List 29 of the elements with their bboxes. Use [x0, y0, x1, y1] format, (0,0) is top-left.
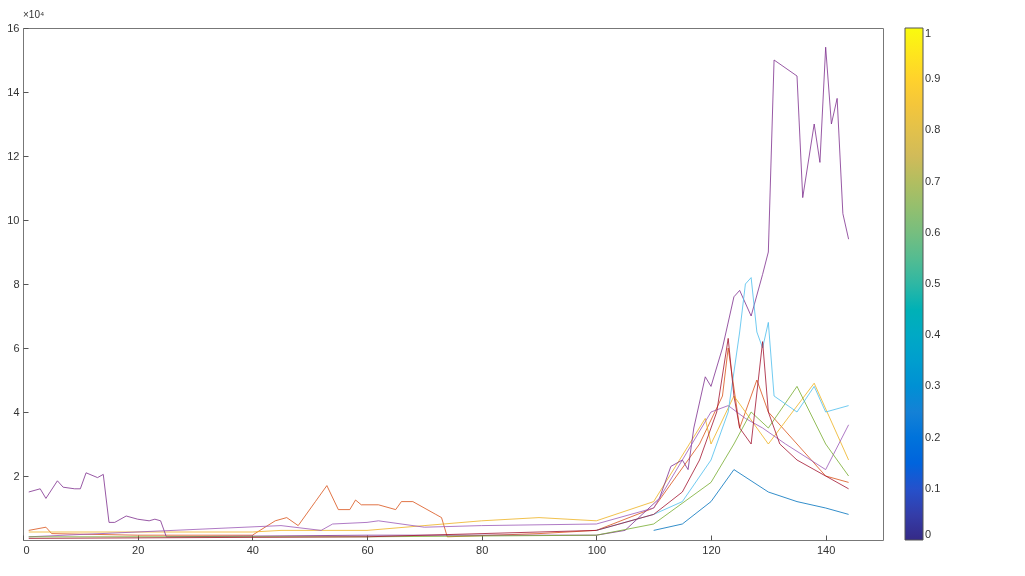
y-tick-label: 4 [13, 405, 20, 418]
color-bar-label: 0.5 [925, 277, 941, 289]
color-bar-label: 0.8 [925, 123, 941, 136]
y-tick-label: 8 [13, 277, 20, 290]
color-bar-label: 0.3 [925, 379, 941, 392]
color-bar-label: 0 [925, 528, 932, 540]
x-tick-label: 20 [132, 543, 145, 556]
color-bar-label: 0.9 [925, 72, 941, 85]
x-tick-label: 0 [23, 543, 30, 556]
text: ×10⁴ [23, 9, 45, 20]
color-bar-label: 0.7 [925, 174, 941, 187]
y-tick-label: 6 [13, 341, 20, 354]
line-series [653, 469, 850, 531]
y-tick-label: 12 [7, 149, 20, 162]
y-tick-label: 10 [7, 213, 20, 226]
y-tick-label: 16 [7, 21, 20, 34]
x-tick-label: 80 [476, 543, 489, 556]
color-bar-label: 1 [925, 27, 932, 39]
color-bar-label: 0.2 [925, 430, 941, 443]
x-tick-label: 100 [587, 543, 607, 556]
y-tick-label: 14 [7, 85, 20, 98]
y-tick-label: 2 [13, 469, 20, 482]
x-tick-label: 40 [246, 543, 259, 556]
x-tick-label: 60 [361, 543, 374, 556]
color-bar-label: 0.4 [925, 328, 941, 341]
x-tick-label: 120 [702, 543, 721, 556]
x-tick-label: 140 [816, 543, 836, 556]
color-bar-label: 0.1 [925, 481, 941, 494]
color-bar-label: 0.6 [925, 225, 941, 238]
